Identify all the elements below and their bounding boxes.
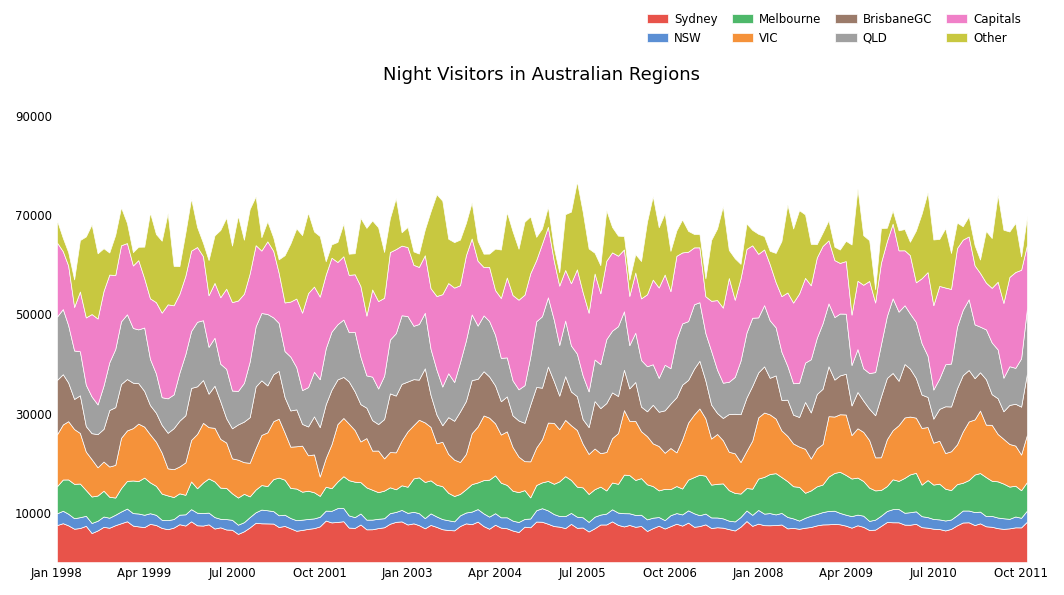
Title: Night Visitors in Australian Regions: Night Visitors in Australian Regions: [383, 67, 700, 84]
Legend: Sydney, NSW, Melbourne, VIC, BrisbaneGC, QLD, Capitals, Other: Sydney, NSW, Melbourne, VIC, BrisbaneGC,…: [647, 12, 1021, 45]
